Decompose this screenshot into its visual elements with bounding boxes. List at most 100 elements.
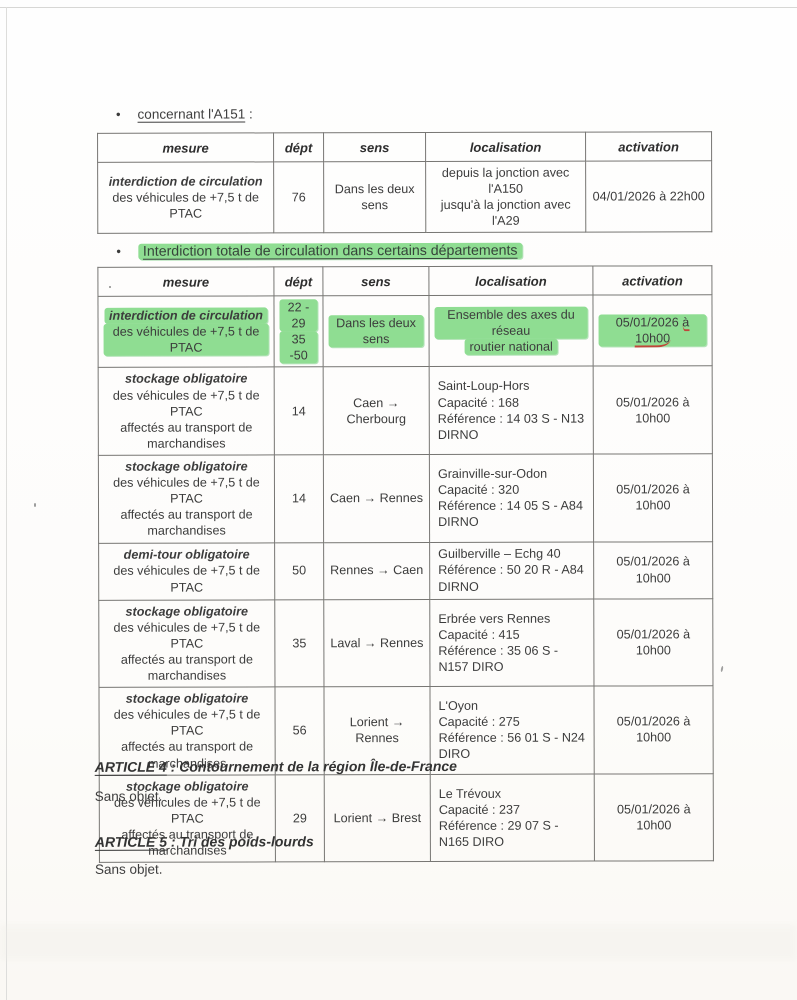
table-row: stockage obligatoire des véhicules de +7… [98, 598, 713, 688]
heading-a151-colon: : [245, 106, 253, 122]
cell-activation: 04/01/2026 à 22h00 [585, 160, 712, 233]
article-5-separator: : [166, 833, 180, 850]
mesure-line: des véhicules de +7,5 t de PTAC [113, 475, 260, 506]
cell-sens: Laval → Rennes [323, 599, 430, 687]
cell-sens: Rennes → Caen [323, 542, 430, 600]
mesure-title: stockage obligatoire [125, 603, 249, 619]
cell-localisation: Le Trévoux Capacité : 237 Référence : 29… [430, 773, 595, 862]
cell-mesure: interdiction de circulation des véhicule… [97, 161, 274, 234]
section-heading-interdiction: • Interdiction totale de circulation dans… [116, 242, 523, 260]
localisation-line: Capacité : 320 [437, 482, 520, 498]
green-highlight: 35 -50 [279, 331, 318, 364]
localisation-line: Référence : 56 01 S - N24 DIRO [438, 730, 585, 762]
mesure-title: stockage obligatoire [125, 459, 248, 474]
heading-interdiction-text: Interdiction totale de circulation dans … [142, 242, 518, 260]
cell-mesure: interdiction de circulation des véhicule… [97, 295, 275, 368]
scan-speck [34, 503, 36, 507]
mesure-line: des véhicules de +7,5 t de PTAC [113, 707, 261, 738]
bullet-icon: • [116, 243, 121, 259]
cell-activation: 05/01/2026 à 10h00 [593, 453, 713, 542]
cell-mesure: stockage obligatoire des véhicules de +7… [98, 367, 275, 456]
col-header-sens: sens [323, 132, 426, 162]
cell-localisation: Grainville-sur-Odon Capacité : 320 Référ… [429, 454, 594, 543]
mesure-title: stockage obligatoire [124, 371, 248, 387]
col-header-activation: activation [592, 265, 712, 296]
activation-date: 05/01/2026 [615, 315, 683, 330]
col-header-mesure: mesure [97, 266, 274, 297]
green-highlight: Dans les deux sens [328, 315, 424, 348]
localisation-line: Le Trévoux [438, 786, 502, 801]
mesure-line: marchandises [147, 668, 227, 683]
mesure-line: des véhicules de +7,5 t de PTAC [112, 190, 260, 221]
mesure-line: affectés au transport de [120, 652, 253, 667]
cell-activation: 05/01/2026 à 10h00 [593, 685, 714, 774]
cell-mesure: demi-tour obligatoire des véhicules de +… [98, 542, 275, 600]
cell-sens: Lorient → Brest [324, 774, 431, 862]
localisation-line: Référence : 14 03 S - N13 DIRNO [437, 411, 585, 442]
section-heading-a151: • concernant l'A151 : [116, 106, 253, 121]
mesure-line: marchandises [147, 436, 226, 451]
bullet-icon: • [115, 106, 121, 122]
article-5-label: ARTICLE 5 [94, 833, 168, 850]
cell-localisation: Erbrée vers Rennes Capacité : 415 Référe… [429, 598, 594, 687]
green-highlight: 05/01/2026 à 10h00 [598, 314, 707, 348]
cell-activation: 05/01/2026 à 10h00 [594, 773, 714, 862]
article-5-heading: ARTICLE 5 : Tri des poids-lourds [95, 833, 314, 850]
sens-line: sens [361, 198, 389, 213]
cell-sens: Caen → Cherbourg [323, 366, 430, 455]
mesure-line: affectés au transport de [120, 507, 253, 523]
article-4-label: ARTICLE 4 [94, 758, 167, 775]
localisation-line: Grainville-sur-Odon [437, 466, 548, 481]
localisation-line: Guilberville – Echg 40 [438, 546, 561, 562]
cell-activation: 05/01/2026 à 10h00 [592, 294, 713, 367]
scan-speck [109, 286, 111, 288]
localisation-line: Capacité : 275 [438, 714, 520, 730]
col-header-activation: activation [585, 131, 712, 162]
table-row: stockage obligatoire des véhicules de +7… [98, 453, 713, 543]
localisation-line: jusqu'à la jonction avec l'A29 [440, 197, 571, 229]
mesure-line: marchandises [147, 523, 226, 539]
article-4-heading: ARTICLE 4 : Contournement de la région Î… [95, 758, 457, 775]
mesure-line: affectés au transport de [120, 420, 253, 435]
green-highlight: des véhicules de +7,5 t de PTAC [103, 323, 269, 357]
cell-mesure: stockage obligatoire des véhicules de +7… [98, 454, 275, 543]
table-a151: mesure dépt sens localisation activation… [97, 131, 712, 234]
green-highlight: Interdiction totale de circulation dans … [137, 242, 523, 260]
green-highlight: 22 - 29 [279, 299, 318, 332]
cell-dept: 50 [274, 542, 324, 600]
cell-activation: 05/01/2026 à 10h00 [593, 541, 713, 599]
article-4-title: Contournement de la région Île-de-France [179, 757, 457, 775]
col-header-localisation: localisation [425, 132, 586, 162]
mesure-line: des véhicules de +7,5 t de PTAC [112, 387, 260, 419]
table-header-row: mesure dépt sens localisation activation [97, 265, 712, 297]
cell-sens: Caen → Rennes [323, 454, 430, 543]
cell-dept: 14 [274, 454, 324, 543]
scan-noise-band [0, 925, 797, 960]
heading-a151-text: concernant l'A151 [137, 106, 246, 122]
localisation-line: Référence : 14 05 S - A84 DIRNO [437, 498, 583, 530]
cell-activation: 05/01/2026 à 10h00 [593, 366, 713, 455]
cell-localisation: Ensemble des axes du réseau routier nati… [428, 295, 594, 367]
scan-speck [720, 665, 724, 673]
cell-mesure: stockage obligatoire des véhicules de +7… [98, 599, 275, 688]
table-row: interdiction de circulation des véhicule… [97, 160, 712, 234]
table-row: demi-tour obligatoire des véhicules de +… [98, 541, 713, 600]
cell-dept: 14 [274, 367, 324, 455]
localisation-line: Référence : 29 07 S - N165 DIRO [438, 818, 559, 849]
localisation-line: Référence : 35 06 S - N157 DIRO [438, 643, 559, 674]
localisation-line: Saint-Loup-Hors [437, 379, 530, 394]
mesure-line: des véhicules de +7,5 t de PTAC [113, 620, 261, 651]
cell-activation: 05/01/2026 à 10h00 [593, 598, 713, 687]
cell-localisation: Guilberville – Echg 40 Référence : 50 20… [429, 541, 594, 600]
scan-page-edge-top [0, 7, 797, 8]
mesure-line: des véhicules de +7,5 t de PTAC [113, 563, 261, 595]
sens-line: Dans les deux [334, 182, 415, 197]
localisation-line: L'Oyon [438, 698, 479, 714]
article-4-body: Sans objet. [94, 788, 163, 804]
green-highlight: Ensemble des axes du réseau [434, 306, 588, 340]
localisation-line: Erbrée vers Rennes [438, 611, 551, 626]
table-row: stockage obligatoire des véhicules de +7… [98, 366, 713, 456]
col-header-dept: dépt [273, 266, 323, 296]
article-5-body: Sans objet. [94, 861, 163, 877]
cell-dept: 76 [273, 161, 324, 234]
